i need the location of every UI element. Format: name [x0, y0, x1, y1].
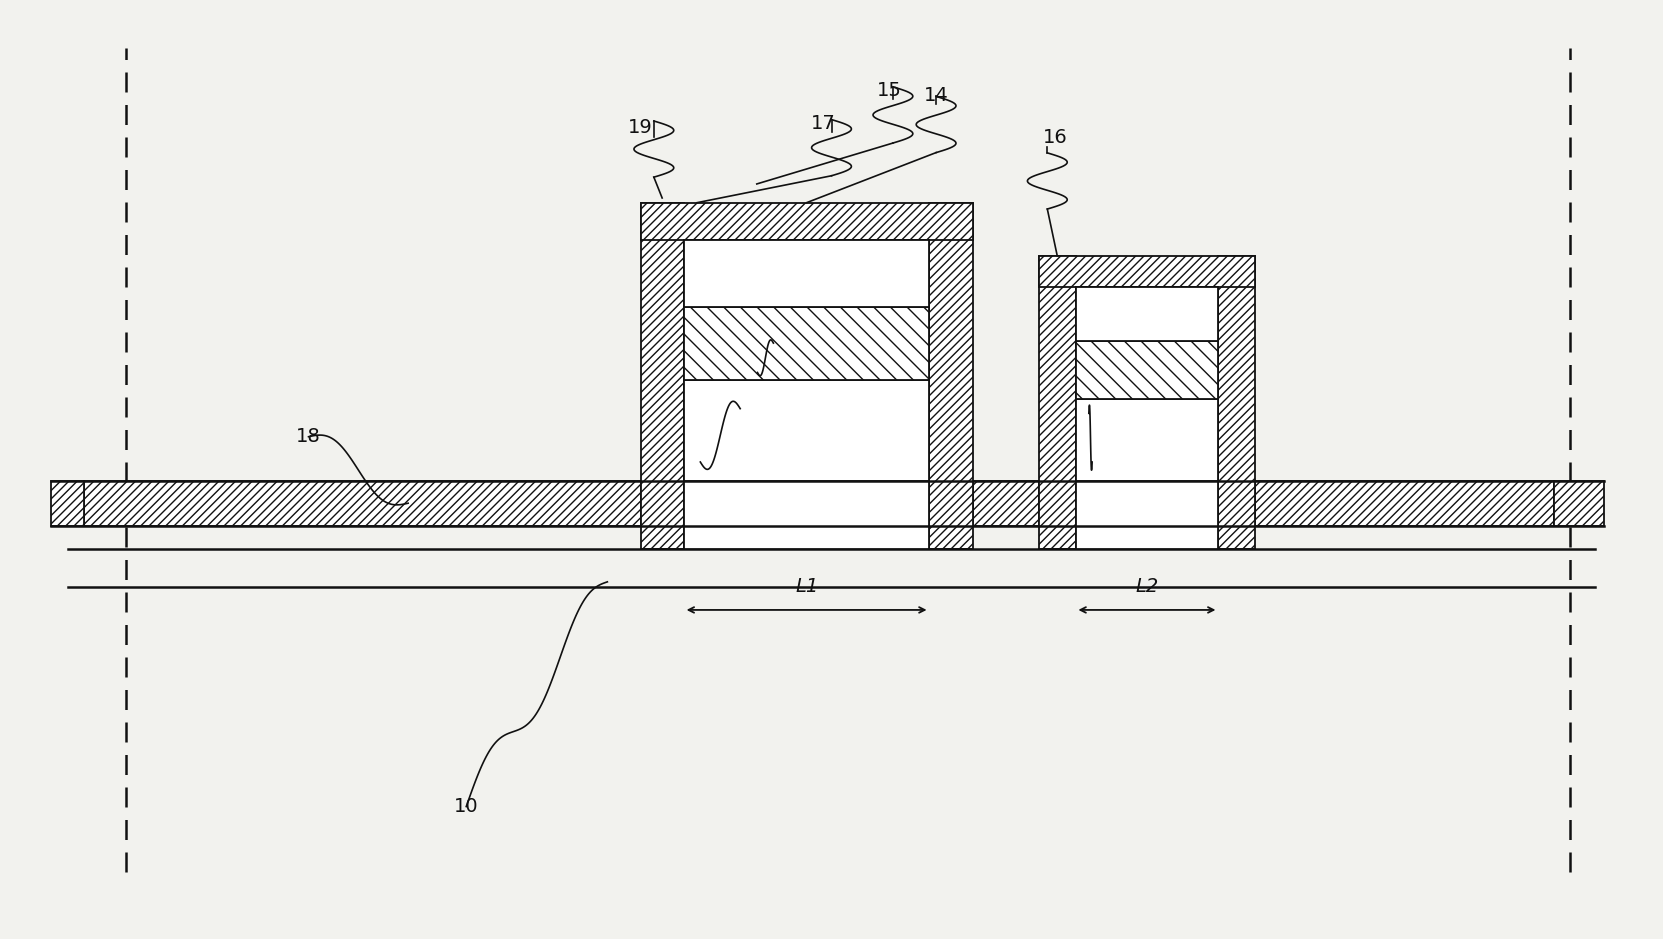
Bar	[683, 379, 930, 481]
Bar	[1076, 481, 1219, 549]
Text: L1: L1	[795, 577, 818, 596]
Text: 19: 19	[629, 118, 654, 137]
Bar	[1076, 341, 1219, 399]
Bar	[1076, 399, 1219, 481]
Bar	[1219, 256, 1256, 549]
Bar	[1256, 481, 1553, 526]
Text: 17: 17	[812, 114, 835, 132]
Text: 15: 15	[876, 81, 901, 100]
Bar	[1553, 481, 1603, 526]
Bar	[930, 203, 973, 549]
Bar	[1039, 256, 1076, 549]
Bar	[683, 481, 930, 549]
Text: 16: 16	[1043, 128, 1068, 146]
Text: L2: L2	[1136, 577, 1159, 596]
Bar	[85, 481, 640, 526]
Text: 13: 13	[762, 333, 785, 353]
Text: 10: 10	[454, 797, 479, 816]
Text: 11: 11	[728, 399, 753, 418]
Bar	[973, 481, 1039, 526]
Bar	[640, 203, 683, 549]
Bar	[640, 203, 973, 240]
Bar	[1076, 287, 1219, 481]
Bar	[1039, 256, 1256, 287]
Bar	[683, 240, 930, 307]
Text: 18: 18	[296, 427, 321, 446]
Text: 12: 12	[1076, 404, 1101, 423]
Bar	[683, 240, 930, 481]
Bar	[52, 481, 85, 526]
Text: 14: 14	[923, 85, 948, 104]
Bar	[1076, 287, 1219, 341]
Bar	[683, 307, 930, 379]
